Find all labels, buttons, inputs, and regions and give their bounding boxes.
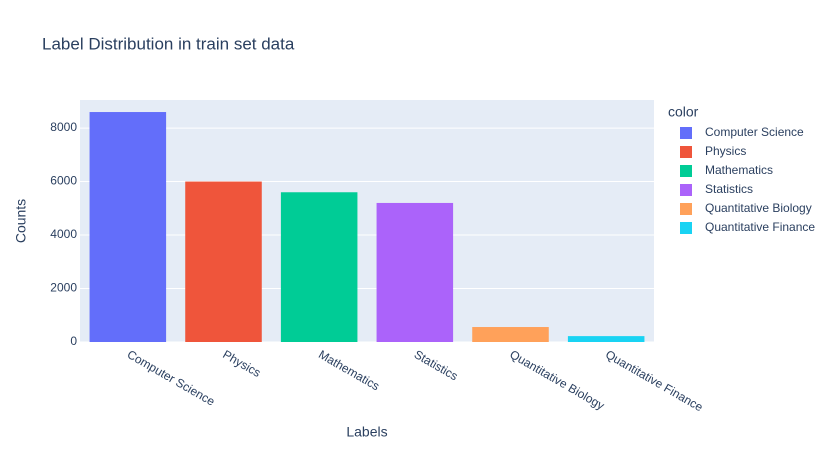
legend-label[interactable]: Computer Science (705, 125, 804, 139)
y-tick-label: 2000 (50, 281, 77, 295)
x-tick-label: Quantitative Finance (603, 347, 706, 414)
y-tick-label: 8000 (50, 120, 77, 134)
bar (472, 327, 549, 342)
legend-label[interactable]: Statistics (705, 182, 753, 196)
x-tick-label: Mathematics (316, 347, 382, 393)
bar (567, 336, 645, 342)
legend-swatch[interactable] (680, 222, 692, 234)
legend-label[interactable]: Quantitative Biology (705, 201, 812, 215)
plot-background (80, 100, 654, 342)
legend-title: color (668, 104, 699, 120)
y-axis-title: Counts (13, 199, 29, 243)
x-tick-label: Statistics (412, 347, 461, 383)
y-tick-label: 6000 (50, 174, 77, 188)
bar (376, 202, 454, 342)
legend-swatch[interactable] (680, 184, 692, 196)
legend-swatch[interactable] (680, 146, 692, 158)
legend-label[interactable]: Physics (705, 144, 746, 158)
chart-title: Label Distribution in train set data (42, 34, 295, 53)
x-tick-label: Physics (220, 347, 263, 380)
y-tick-label: 4000 (50, 227, 77, 241)
bar (280, 192, 358, 342)
bar (89, 112, 167, 343)
x-tick-label: Quantitative Biology (507, 347, 606, 412)
x-axis-title: Labels (346, 424, 387, 440)
legend-swatch[interactable] (680, 165, 692, 177)
legend-label[interactable]: Mathematics (705, 163, 773, 177)
legend-swatch[interactable] (680, 127, 692, 139)
legend-label[interactable]: Quantitative Finance (705, 220, 815, 234)
y-tick-label: 0 (70, 334, 77, 348)
bar (185, 181, 262, 342)
legend-swatch[interactable] (680, 203, 692, 215)
x-tick-label: Computer Science (125, 347, 218, 409)
